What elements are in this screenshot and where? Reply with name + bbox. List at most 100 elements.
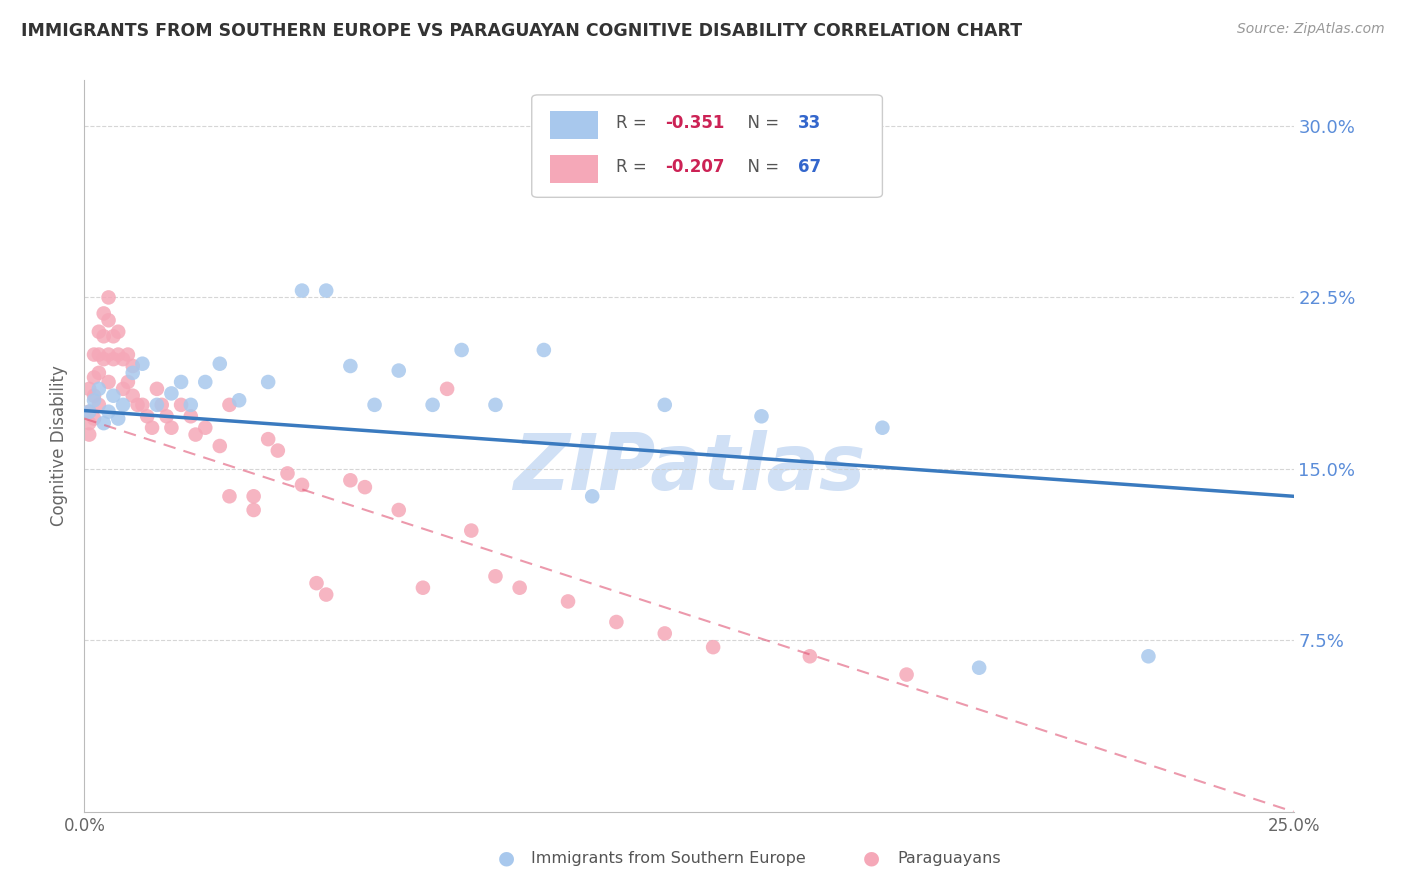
Point — [509, 581, 531, 595]
Text: 67: 67 — [797, 158, 821, 176]
Point — [112, 382, 135, 396]
Point — [339, 473, 361, 487]
Text: N =: N = — [737, 113, 785, 132]
Point — [208, 357, 231, 371]
Text: Source: ZipAtlas.com: Source: ZipAtlas.com — [1237, 22, 1385, 37]
Point — [218, 398, 240, 412]
Point — [388, 503, 411, 517]
Point — [87, 347, 110, 362]
Point — [363, 398, 385, 412]
Text: Immigrants from Southern Europe: Immigrants from Southern Europe — [531, 851, 806, 865]
Point — [83, 393, 105, 408]
Point — [97, 375, 120, 389]
Point — [93, 329, 115, 343]
Point — [97, 313, 120, 327]
Point — [117, 347, 139, 362]
Point — [1137, 649, 1160, 664]
Point — [581, 489, 603, 503]
Point — [112, 352, 135, 367]
Point — [77, 405, 100, 419]
Point — [141, 420, 163, 434]
Point — [107, 347, 129, 362]
Point — [87, 398, 110, 412]
Point — [339, 359, 361, 373]
Point — [93, 416, 115, 430]
Point — [121, 366, 143, 380]
Point — [83, 370, 105, 384]
Point — [97, 347, 120, 362]
Point — [194, 420, 217, 434]
Point — [112, 398, 135, 412]
Point — [388, 363, 411, 377]
Point — [160, 420, 183, 434]
Point — [180, 409, 202, 424]
Text: 33: 33 — [797, 113, 821, 132]
Point — [77, 382, 100, 396]
Point — [93, 306, 115, 320]
Text: ●: ● — [863, 848, 880, 868]
Point — [291, 478, 314, 492]
Point — [257, 375, 280, 389]
Point — [107, 325, 129, 339]
Point — [180, 398, 202, 412]
Text: -0.351: -0.351 — [665, 113, 724, 132]
Point — [242, 489, 264, 503]
Point — [170, 398, 193, 412]
Point — [150, 398, 173, 412]
Point — [97, 405, 120, 419]
Point — [83, 347, 105, 362]
Point — [87, 325, 110, 339]
Point — [354, 480, 377, 494]
Point — [557, 594, 579, 608]
Point — [208, 439, 231, 453]
Point — [131, 357, 153, 371]
Point — [87, 382, 110, 396]
FancyBboxPatch shape — [531, 95, 883, 197]
Point — [412, 581, 434, 595]
Point — [121, 359, 143, 373]
Point — [257, 432, 280, 446]
Point — [422, 398, 444, 412]
Point — [160, 386, 183, 401]
Point — [121, 389, 143, 403]
Point — [276, 467, 298, 481]
Point — [751, 409, 773, 424]
Point — [127, 398, 149, 412]
Bar — [550, 155, 599, 183]
Text: R =: R = — [616, 158, 652, 176]
Point — [484, 398, 506, 412]
Point — [107, 411, 129, 425]
Point — [896, 667, 918, 681]
Point — [77, 416, 100, 430]
Point — [83, 389, 105, 403]
Point — [97, 290, 120, 304]
Point — [799, 649, 821, 664]
Y-axis label: Cognitive Disability: Cognitive Disability — [51, 366, 69, 526]
Point — [654, 398, 676, 412]
Point — [291, 284, 314, 298]
Point — [305, 576, 328, 591]
Point — [117, 375, 139, 389]
Point — [155, 409, 177, 424]
Text: IMMIGRANTS FROM SOUTHERN EUROPE VS PARAGUAYAN COGNITIVE DISABILITY CORRELATION C: IMMIGRANTS FROM SOUTHERN EUROPE VS PARAG… — [21, 22, 1022, 40]
Point — [460, 524, 482, 538]
Point — [242, 503, 264, 517]
Point — [267, 443, 290, 458]
Point — [702, 640, 724, 655]
Text: ZIPatlas: ZIPatlas — [513, 430, 865, 506]
Point — [146, 398, 169, 412]
Bar — [550, 111, 599, 139]
Point — [533, 343, 555, 357]
Point — [77, 405, 100, 419]
Point — [103, 352, 125, 367]
Point — [136, 409, 159, 424]
Point — [1330, 576, 1353, 591]
Point — [194, 375, 217, 389]
Point — [93, 352, 115, 367]
Point — [83, 411, 105, 425]
Point — [218, 489, 240, 503]
Point — [170, 375, 193, 389]
Point — [77, 427, 100, 442]
Point — [967, 661, 990, 675]
Point — [103, 329, 125, 343]
